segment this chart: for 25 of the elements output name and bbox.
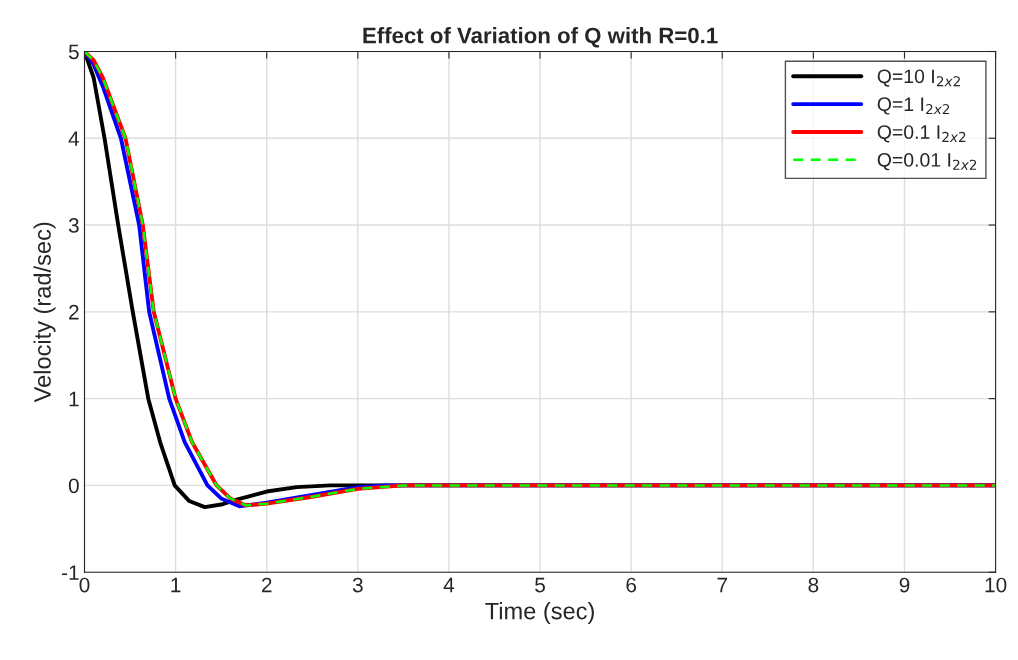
legend-label: Q=0.1 I$_{2x2}$: [877, 125, 966, 143]
chart-title: Effect of Variation of Q with R=0.1: [363, 27, 718, 48]
y-tick-label: -1: [62, 565, 79, 580]
legend-label: Q=1 I$_{2x2}$: [877, 97, 950, 115]
x-tick-label: 0: [79, 577, 90, 593]
x-tick-label: 1: [171, 577, 181, 593]
y-tick-label: 3: [68, 218, 79, 233]
x-tick-label: 8: [808, 577, 819, 593]
x-tick-label: 3: [352, 577, 363, 593]
x-tick-label: 10: [985, 577, 1007, 593]
y-axis-title: Velocity (rad/sec): [33, 222, 56, 403]
x-tick-label: 6: [626, 577, 637, 593]
x-tick-label: 2: [261, 577, 272, 593]
x-tick-label: 7: [717, 577, 728, 593]
y-tick-label: 2: [69, 304, 79, 320]
legend-label: Q=10 I$_{2x2}$: [877, 69, 960, 87]
y-tick-label: 5: [68, 44, 79, 60]
y-tick-label: 1: [69, 391, 79, 407]
legend-label: Q=0.01 I$_{2x2}$: [877, 153, 977, 171]
x-tick-label: 5: [535, 577, 545, 593]
x-axis-title: Time (sec): [485, 602, 594, 625]
y-tick-label: 0: [68, 478, 79, 494]
y-tick-label: 4: [68, 131, 80, 146]
x-tick-label: 9: [899, 577, 910, 593]
x-tick-label: 4: [443, 577, 455, 593]
